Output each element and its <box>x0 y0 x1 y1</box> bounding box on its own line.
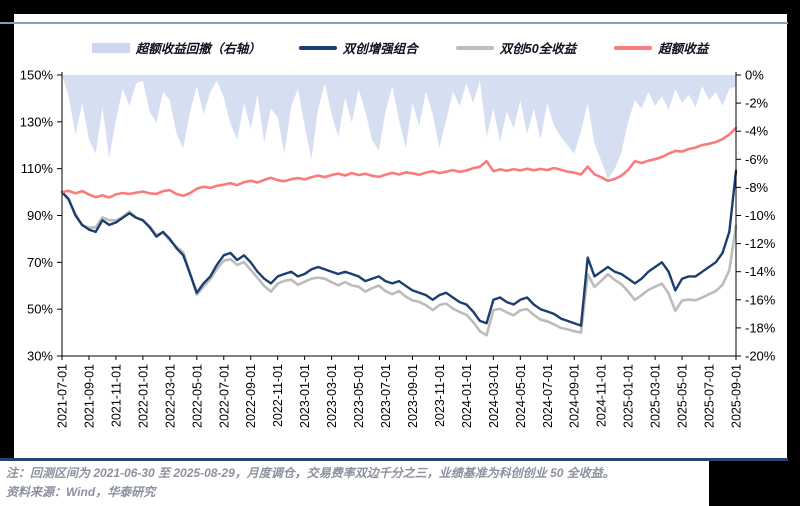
series-line-portfolio <box>60 169 738 327</box>
left-axis-tick-label: 110% <box>21 161 54 176</box>
left-axis-tick-label: 50% <box>27 302 53 317</box>
x-axis-tick-label: 2024-03-01 <box>487 364 501 428</box>
right-axis-tick-label: -20% <box>745 349 776 364</box>
legend-label: 超额收益 <box>658 42 709 56</box>
excess-line-swatch-icon <box>614 45 653 50</box>
x-axis-tick-label: 2023-05-01 <box>352 364 366 428</box>
x-axis-tick-label: 2021-11-01 <box>109 364 123 427</box>
legend-item-drawdown: 超额收益回撤（右轴） <box>91 38 261 57</box>
series-line-benchmark <box>60 190 738 337</box>
right-axis-tick-label: -18% <box>745 320 776 335</box>
right-axis-tick-label: 0% <box>745 68 764 83</box>
x-axis-tick-label: 2024-05-01 <box>514 364 528 428</box>
benchmark-line-swatch-icon <box>455 45 494 50</box>
x-axis-tick-label: 2022-11-01 <box>271 364 285 427</box>
portfolio-line-swatch-icon <box>298 45 337 50</box>
x-axis-tick-label: 2025-03-01 <box>649 364 663 428</box>
series-line-excess <box>60 126 738 199</box>
x-axis-tick-label: 2023-07-01 <box>379 364 393 428</box>
right-axis-tick-label: -12% <box>745 236 776 251</box>
x-axis-tick-label: 2025-01-01 <box>622 364 636 428</box>
legend-item-excess: 超额收益 <box>614 38 708 57</box>
right-axis-tick-label: -14% <box>745 264 776 279</box>
x-axis-tick-label: 2024-11-01 <box>595 364 609 427</box>
x-axis-tick-label: 2024-09-01 <box>568 364 582 428</box>
source-text: 资料来源：Wind，华泰研究 <box>6 485 156 500</box>
legend-label: 双创增强组合 <box>342 42 418 56</box>
x-axis-tick-label: 2023-01-01 <box>298 364 312 428</box>
drawdown-area-swatch-icon <box>91 42 130 53</box>
left-axis-tick-label: 70% <box>27 255 53 270</box>
x-axis-tick-label: 2023-11-01 <box>433 364 447 427</box>
right-axis-tick-label: -6% <box>745 152 769 167</box>
left-axis-tick-label: 90% <box>27 208 53 223</box>
chart-legend: 超额收益回撤（右轴） 双创增强组合 双创50全收益 超额收益 <box>20 38 780 57</box>
x-axis-tick-label: 2022-01-01 <box>136 364 150 428</box>
legend-label: 超额收益回撤（右轴） <box>135 42 261 56</box>
x-axis-tick-label: 2023-09-01 <box>406 364 420 428</box>
right-axis-tick-label: -2% <box>745 96 769 111</box>
right-axis-tick-label: -4% <box>745 124 769 139</box>
top-rule-divider <box>0 22 788 24</box>
x-axis-tick-label: 2022-03-01 <box>163 364 177 428</box>
right-axis-tick-label: -16% <box>745 292 776 307</box>
x-axis-tick-label: 2025-05-01 <box>676 364 690 428</box>
legend-item-portfolio: 双创增强组合 <box>298 38 418 57</box>
left-axis-tick-label: 130% <box>20 114 54 129</box>
x-axis-tick-label: 2025-09-01 <box>730 364 744 428</box>
x-axis-tick-label: 2022-05-01 <box>190 364 204 428</box>
x-axis-tick-label: 2022-07-01 <box>217 364 231 428</box>
x-axis-tick-label: 2022-09-01 <box>244 364 258 428</box>
legend-item-benchmark: 双创50全收益 <box>455 38 577 57</box>
footnote-text: 注：回测区间为 2021-06-30 至 2025-08-29，月度调仓，交易费… <box>6 466 615 480</box>
right-axis-tick-label: -10% <box>745 208 776 223</box>
x-axis-tick-label: 2024-01-01 <box>460 364 474 428</box>
legend-label: 双创50全收益 <box>499 42 577 56</box>
x-axis-tick-label: 2023-03-01 <box>325 364 339 428</box>
x-axis-tick-label: 2021-09-01 <box>82 364 96 428</box>
right-axis-tick-label: -8% <box>745 180 769 195</box>
x-axis-tick-label: 2025-07-01 <box>703 364 717 428</box>
bottom-rule-divider <box>0 458 788 461</box>
x-axis-tick-label: 2024-07-01 <box>541 364 555 428</box>
left-axis-tick-label: 30% <box>27 349 53 364</box>
footer-notes: 注：回测区间为 2021-06-30 至 2025-08-29，月度调仓，交易费… <box>0 461 709 506</box>
left-axis-tick-label: 150% <box>20 68 54 83</box>
x-axis-tick-label: 2021-07-01 <box>56 364 70 428</box>
drawdown-area <box>62 75 736 179</box>
